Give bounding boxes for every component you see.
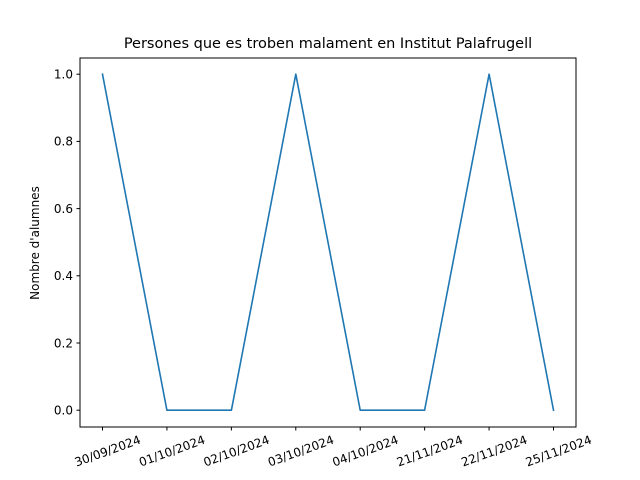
y-tick-label: 1.0 — [54, 68, 73, 82]
chart-title: Persones que es troben malament en Insti… — [124, 36, 532, 52]
plot-frame — [79, 57, 577, 428]
series-line — [101, 73, 555, 412]
y-tick-label: 0.2 — [54, 336, 73, 350]
y-axis-label: Nombre d'alumnes — [28, 186, 42, 300]
y-tick-label: 0.8 — [54, 135, 73, 149]
y-tick-label: 0.4 — [54, 269, 73, 283]
y-tick-label: 0.6 — [54, 202, 73, 216]
y-tick-label: 0.0 — [54, 404, 73, 418]
